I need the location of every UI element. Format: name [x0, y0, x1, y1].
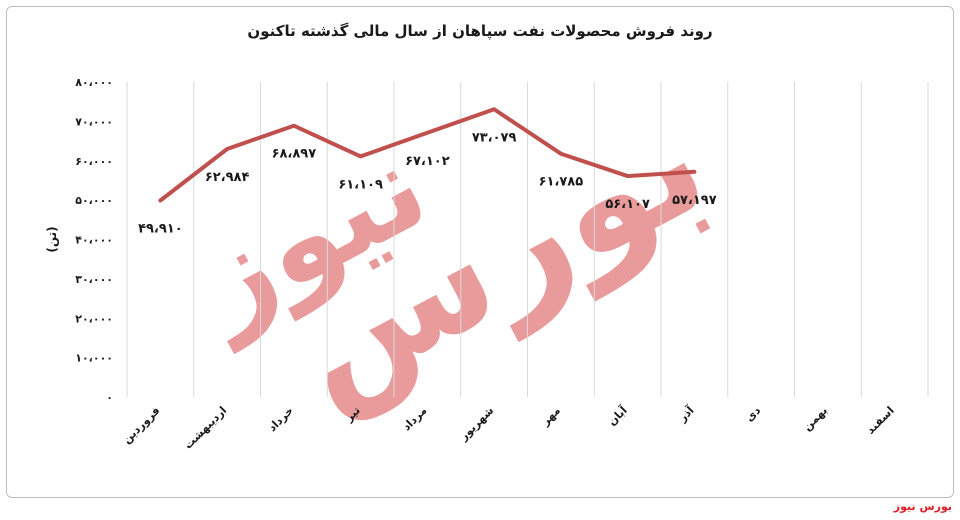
data-labels: ۴۹،۹۱۰ ۶۲،۹۸۴ ۶۸،۸۹۷ ۶۱،۱۰۹ ۶۷،۱۰۲ ۷۳،۰۷۹ ۶۱،۷…	[138, 130, 717, 236]
y-tick-label: ۷۰،۰۰۰	[75, 115, 113, 128]
data-label: ۶۱،۷۸۵	[539, 175, 584, 190]
data-label: ۵۶،۱۰۷	[605, 197, 650, 212]
grid-lines	[126, 82, 929, 397]
y-tick-label: ۵۰،۰۰۰	[75, 194, 113, 207]
series-line-group	[158, 107, 697, 203]
y-axis-ticks: ۰ ۱۰،۰۰۰ ۲۰،۰۰۰ ۳۰،۰۰۰ ۴۰،۰۰۰ ۵۰،۰۰۰ ۶۰،۰۰۰ ۷۰،…	[75, 76, 113, 404]
x-axis-categories: فروردین اردیبهشت خرداد تیر مرداد شهریور مهر آبا…	[120, 403, 897, 452]
data-label: ۵۷،۱۹۷	[672, 193, 717, 208]
data-label: ۶۲،۹۸۴	[205, 170, 250, 185]
x-tick-label: آبان	[605, 403, 630, 428]
x-tick-label: خرداد	[266, 404, 296, 434]
x-tick-label: فروردین	[120, 404, 162, 446]
x-tick-label: آذر	[675, 403, 697, 425]
series-line	[158, 107, 697, 203]
x-tick-label: مهر	[538, 404, 563, 429]
data-label: ۴۹،۹۱۰	[138, 221, 183, 236]
chart-frame	[6, 6, 954, 498]
y-tick-label: ۸۰،۰۰۰	[75, 76, 113, 89]
source-label: بورس نیوز	[893, 500, 952, 513]
y-tick-label: ۱۰،۰۰۰	[75, 352, 113, 365]
y-tick-label: ۶۰،۰۰۰	[75, 155, 113, 168]
y-tick-label: ۲۰،۰۰۰	[75, 312, 113, 325]
watermark-logo: بورس نیوز	[169, 74, 734, 437]
y-axis-label: (تن)	[45, 226, 59, 252]
x-tick-label: بهمن	[801, 404, 830, 433]
x-tick-label: دی	[743, 404, 764, 425]
data-label: ۶۱،۱۰۹	[338, 177, 383, 192]
x-tick-label: مرداد	[400, 404, 429, 433]
y-tick-label: ۰	[106, 391, 113, 404]
data-label: ۶۸،۸۹۷	[272, 147, 317, 162]
x-tick-label: شهریور	[456, 404, 496, 444]
data-label: ۶۷،۱۰۲	[405, 154, 450, 169]
y-tick-label: ۴۰،۰۰۰	[75, 234, 113, 247]
data-label: ۷۳،۰۷۹	[472, 130, 517, 145]
x-tick-label: اسفند	[864, 404, 897, 437]
chart-title: روند فروش محصولات نفت سپاهان از سال مالی…	[247, 22, 713, 40]
x-tick-label: اردیبهشت	[182, 404, 230, 452]
y-tick-label: ۳۰،۰۰۰	[75, 273, 113, 286]
